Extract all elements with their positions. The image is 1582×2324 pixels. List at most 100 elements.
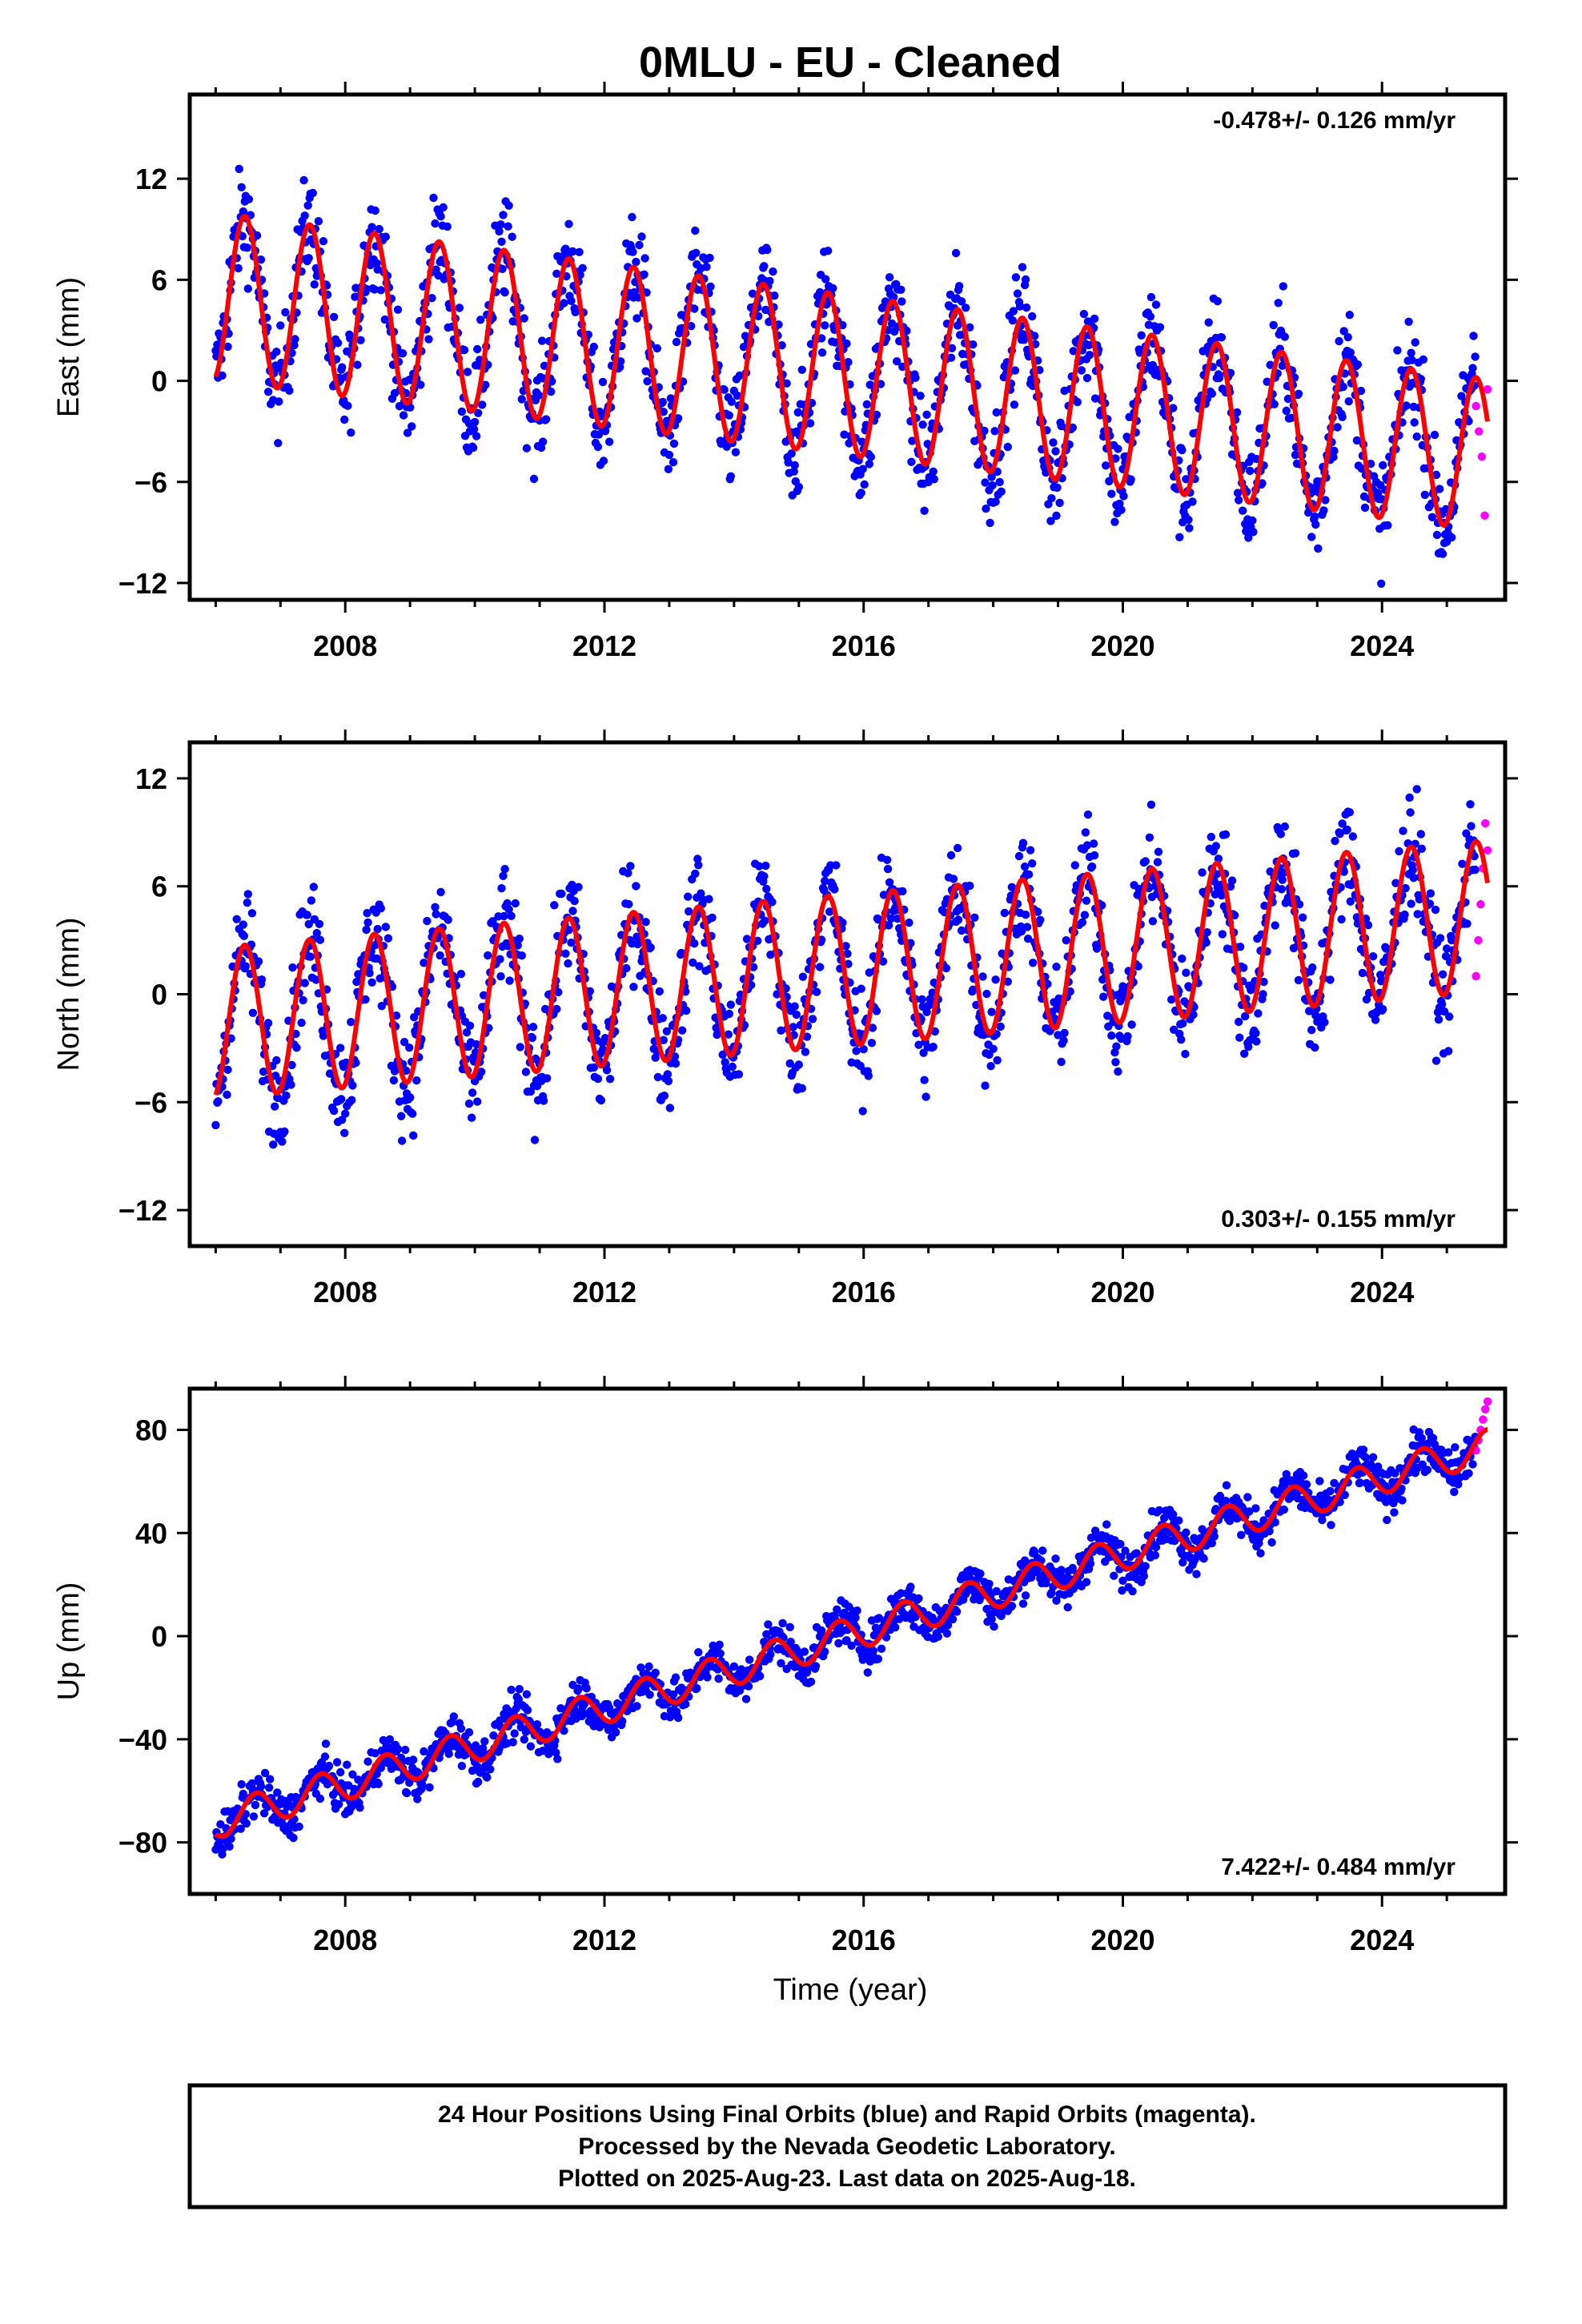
east-data-point (1232, 408, 1242, 417)
north-data-point (1154, 847, 1163, 856)
up-data-point (520, 1735, 528, 1744)
up-data-point (694, 1648, 703, 1657)
east-data-point (824, 247, 833, 255)
up-data-point (1192, 1570, 1201, 1578)
north-data-point (405, 1043, 414, 1052)
up-data-point (289, 1833, 298, 1843)
east-data-point (428, 294, 436, 303)
north-data-point (1083, 810, 1093, 819)
east-data-point (474, 408, 483, 417)
east-data-point (865, 380, 875, 389)
east-data-point (1420, 490, 1430, 500)
east-data-point (857, 489, 865, 497)
north-data-point (271, 1102, 279, 1111)
north-data-point (1337, 915, 1346, 924)
up-data-point (906, 1582, 915, 1591)
east-data-point (1052, 511, 1061, 521)
north-data-point (389, 1076, 399, 1085)
north-data-point (511, 899, 520, 908)
east-data-point (770, 292, 779, 300)
north-rapid-point (1483, 846, 1492, 855)
north-data-point (1036, 915, 1045, 925)
up-data-point (671, 1673, 681, 1682)
up-data-point (320, 1752, 330, 1761)
north-data-point (315, 919, 324, 929)
east-data-point (568, 247, 577, 256)
north-data-point (794, 1060, 803, 1069)
east-data-point (797, 365, 806, 374)
east-data-point (1077, 366, 1086, 375)
east-data-point (1082, 373, 1092, 383)
east-data-point (338, 363, 347, 372)
up-data-point (891, 1622, 900, 1632)
up-data-point (1063, 1602, 1072, 1612)
east-data-point (1079, 309, 1089, 319)
east-data-point (954, 282, 964, 291)
up-data-point (464, 1728, 474, 1737)
east-data-point (997, 487, 1006, 496)
east-data-point (1314, 544, 1323, 553)
east-data-point (478, 400, 487, 409)
east-data-point (1427, 513, 1437, 521)
up-ytick-label: 80 (135, 1414, 167, 1447)
north-data-point (1059, 1036, 1068, 1045)
north-data-point (337, 1095, 346, 1104)
up-data-point (693, 1684, 701, 1693)
north-data-point (605, 1075, 615, 1084)
north-data-point (500, 911, 508, 921)
north-data-point (1000, 908, 1010, 918)
north-data-point (1227, 876, 1237, 885)
east-data-point (793, 408, 802, 417)
up-data-point (716, 1649, 725, 1658)
north-data-point (1271, 921, 1279, 930)
up-data-point (515, 1685, 524, 1694)
east-data-point (665, 450, 674, 460)
east-data-point (1338, 412, 1347, 421)
east-data-point (1137, 331, 1146, 340)
north-data-point (1417, 844, 1427, 854)
east-data-point (885, 273, 894, 282)
east-data-point (604, 437, 614, 446)
north-y-axis-label: North (mm) (52, 917, 86, 1071)
north-data-point (1395, 846, 1403, 856)
east-data-point (702, 263, 711, 271)
north-data-point (1406, 808, 1415, 817)
north-data-point (1259, 990, 1267, 999)
north-data-point (340, 1128, 349, 1138)
up-data-point (1327, 1521, 1335, 1530)
north-data-point (517, 951, 526, 960)
up-data-point (714, 1675, 723, 1683)
east-data-point (1111, 454, 1120, 463)
north-data-point (1111, 1058, 1120, 1067)
east-data-point (907, 457, 916, 466)
up-xtick-label: 2020 (1090, 1924, 1154, 1956)
north-data-point (1471, 865, 1480, 875)
east-data-point (252, 231, 262, 240)
up-data-point (869, 1647, 878, 1655)
east-data-point (1047, 494, 1056, 503)
up-data-point (1086, 1559, 1095, 1568)
up-data-point (507, 1685, 516, 1695)
north-ytick-label: 12 (135, 762, 167, 795)
east-data-point (829, 283, 837, 293)
east-data-point (439, 203, 448, 212)
east-data-point (239, 207, 247, 216)
east-data-point (1022, 303, 1031, 312)
east-data-point (517, 395, 526, 404)
north-data-point (348, 1081, 357, 1090)
north-data-point (1311, 1043, 1319, 1052)
east-data-point (1339, 327, 1348, 336)
east-data-point (1021, 275, 1030, 284)
east-data-point (443, 222, 452, 231)
east-xtick-label: 2020 (1090, 629, 1154, 662)
east-model-fit-line (213, 214, 1490, 529)
north-data-point (287, 1060, 296, 1070)
east-data-point (652, 344, 661, 353)
east-data-point (1018, 263, 1027, 271)
east-data-point (1383, 521, 1392, 530)
east-data-point (946, 353, 956, 362)
north-data-point (694, 861, 703, 870)
east-data-point (957, 297, 966, 306)
north-data-point (297, 1019, 306, 1027)
